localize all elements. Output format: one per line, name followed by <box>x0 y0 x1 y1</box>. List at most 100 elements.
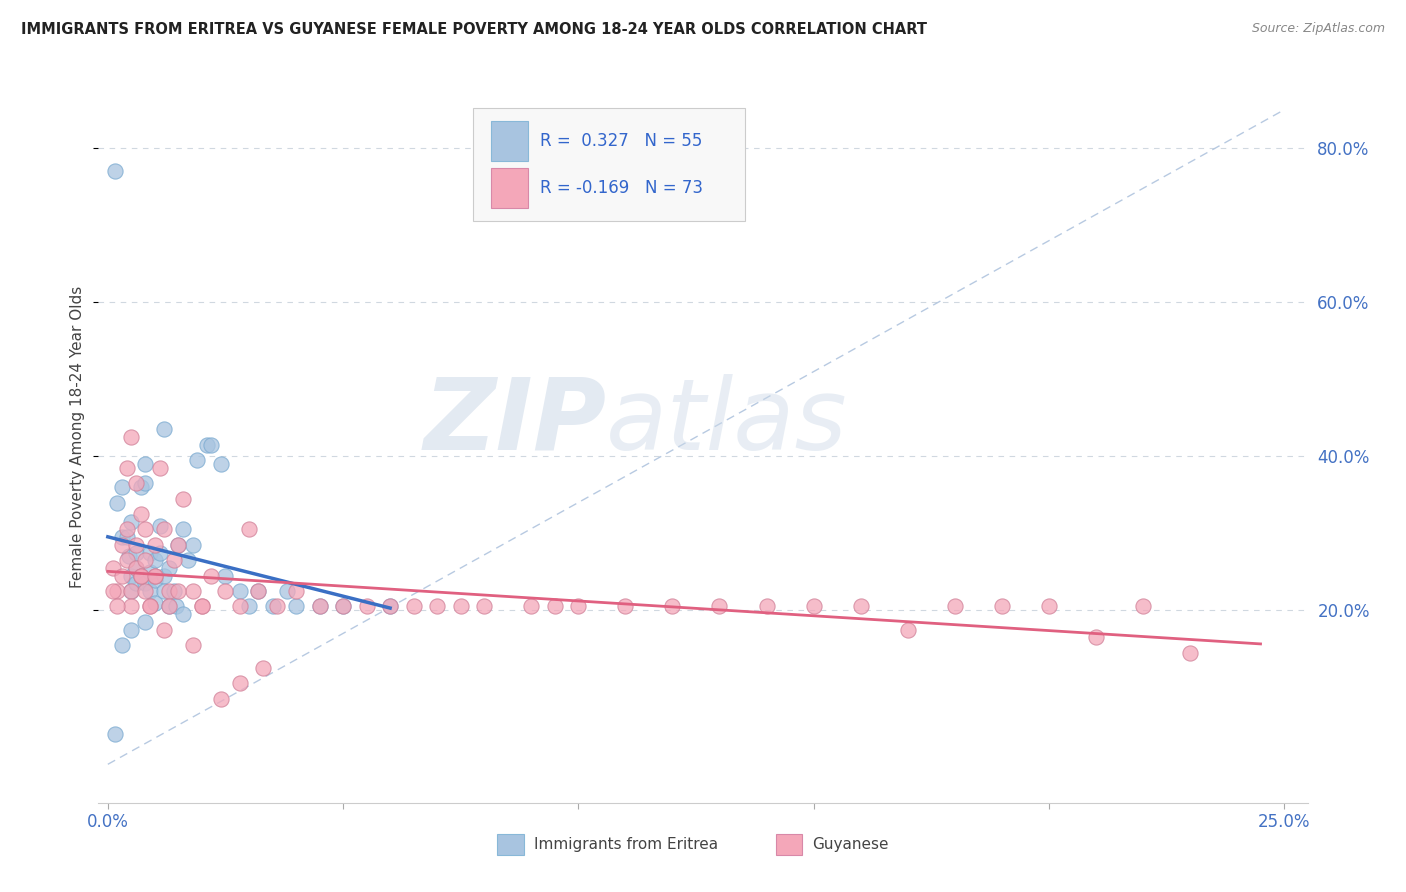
Text: Immigrants from Eritrea: Immigrants from Eritrea <box>534 837 718 852</box>
Point <box>139 599 162 614</box>
Point <box>177 553 200 567</box>
Point <box>153 623 176 637</box>
Bar <box>776 833 803 855</box>
Point <box>943 599 966 614</box>
FancyBboxPatch shape <box>474 108 745 221</box>
Point <box>139 584 162 599</box>
Point <box>262 599 284 614</box>
Point <box>134 576 156 591</box>
Point <box>118 549 141 564</box>
Point <box>125 538 148 552</box>
Point <box>125 561 148 575</box>
Point <box>153 584 176 599</box>
Point <box>849 599 872 614</box>
Point <box>120 515 142 529</box>
Point <box>195 438 218 452</box>
Point <box>897 623 920 637</box>
Point <box>153 568 176 582</box>
Point <box>167 584 190 599</box>
Point <box>709 599 731 614</box>
Point <box>129 568 152 582</box>
Point <box>614 599 637 614</box>
Text: Guyanese: Guyanese <box>811 837 889 852</box>
Point <box>139 545 162 559</box>
Point <box>181 538 204 552</box>
Y-axis label: Female Poverty Among 18-24 Year Olds: Female Poverty Among 18-24 Year Olds <box>70 286 86 588</box>
Point <box>157 584 180 599</box>
Point <box>115 553 138 567</box>
Point <box>115 523 138 537</box>
Point <box>661 599 683 614</box>
Point <box>228 676 250 690</box>
Point <box>120 623 142 637</box>
Point <box>356 599 378 614</box>
Point <box>238 599 260 614</box>
Point <box>120 584 142 599</box>
Point <box>191 599 214 614</box>
Point <box>101 561 124 575</box>
Point <box>378 599 401 614</box>
Point <box>115 530 138 544</box>
Point <box>186 453 208 467</box>
Point <box>247 584 270 599</box>
Point <box>172 523 194 537</box>
Point <box>191 599 214 614</box>
Text: R = -0.169   N = 73: R = -0.169 N = 73 <box>540 179 703 197</box>
Point <box>163 584 186 599</box>
Point <box>125 576 148 591</box>
Point <box>1178 646 1201 660</box>
Point <box>104 726 127 740</box>
Point <box>181 638 204 652</box>
Point <box>105 495 128 509</box>
Point <box>214 568 236 582</box>
Text: ZIP: ZIP <box>423 374 606 471</box>
Point <box>276 584 298 599</box>
Point <box>285 599 308 614</box>
Point <box>181 584 204 599</box>
Text: Source: ZipAtlas.com: Source: ZipAtlas.com <box>1251 22 1385 36</box>
Point <box>134 615 156 629</box>
Point <box>165 599 187 614</box>
Point <box>111 530 134 544</box>
Point <box>115 461 138 475</box>
Point <box>134 553 156 567</box>
Point <box>143 573 166 587</box>
Point <box>200 568 222 582</box>
Point <box>134 584 156 599</box>
Point <box>472 599 495 614</box>
Point <box>134 523 156 537</box>
Point <box>157 561 180 575</box>
Point <box>426 599 449 614</box>
Point <box>134 457 156 471</box>
Point <box>101 584 124 599</box>
Point <box>332 599 354 614</box>
Point <box>308 599 330 614</box>
Point <box>104 164 127 178</box>
Point <box>153 422 176 436</box>
Point <box>567 599 589 614</box>
Point <box>167 538 190 552</box>
Point <box>149 545 172 559</box>
Text: R =  0.327   N = 55: R = 0.327 N = 55 <box>540 132 702 150</box>
Bar <box>498 833 524 855</box>
Point <box>544 599 567 614</box>
Point <box>125 476 148 491</box>
Point <box>266 599 288 614</box>
Point <box>153 523 176 537</box>
Point <box>105 599 128 614</box>
Point <box>285 584 308 599</box>
Point <box>172 491 194 506</box>
Point <box>990 599 1012 614</box>
Point <box>134 476 156 491</box>
Point <box>157 599 180 614</box>
Point <box>139 599 162 614</box>
Point <box>105 584 128 599</box>
Point <box>378 599 401 614</box>
Point <box>402 599 425 614</box>
Point <box>228 599 250 614</box>
Point <box>332 599 354 614</box>
Point <box>149 461 172 475</box>
Text: IMMIGRANTS FROM ERITREA VS GUYANESE FEMALE POVERTY AMONG 18-24 YEAR OLDS CORRELA: IMMIGRANTS FROM ERITREA VS GUYANESE FEMA… <box>21 22 927 37</box>
Point <box>228 584 250 599</box>
Point <box>167 538 190 552</box>
